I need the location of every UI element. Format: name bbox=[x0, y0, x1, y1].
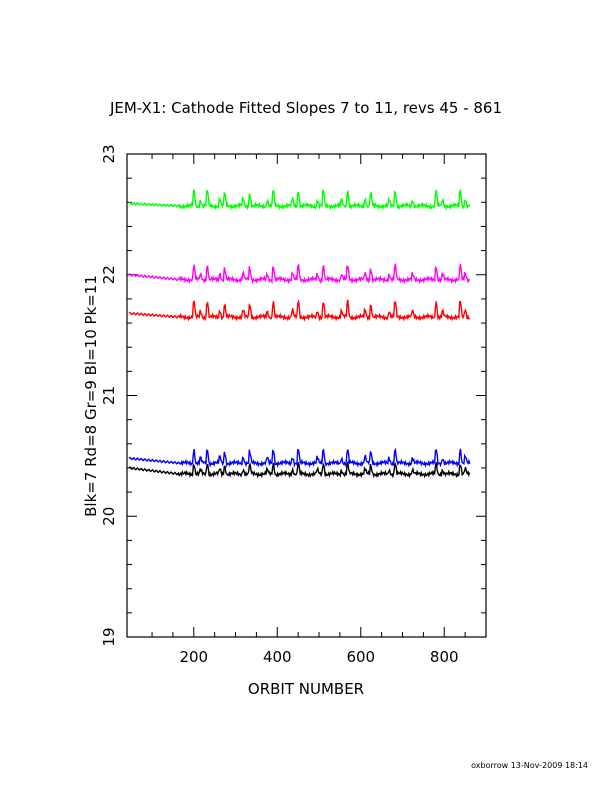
x-tick-label: 400 bbox=[263, 648, 292, 666]
footer-credit: oxborrow 13-Nov-2009 18:14 bbox=[471, 761, 588, 770]
series-line-gr-9 bbox=[128, 188, 471, 211]
y-tick-label: 22 bbox=[100, 265, 118, 284]
series-line-blk-7 bbox=[128, 460, 471, 479]
y-tick-label: 23 bbox=[100, 144, 118, 163]
series-lines bbox=[128, 188, 471, 479]
y-tick-label: 19 bbox=[100, 627, 118, 646]
y-tick-label: 20 bbox=[100, 507, 118, 526]
x-tick-label: 200 bbox=[179, 648, 208, 666]
x-axis-label: ORBIT NUMBER bbox=[248, 680, 364, 698]
x-tick-label: 800 bbox=[430, 648, 459, 666]
series-line-rd-8 bbox=[128, 298, 471, 322]
y-tick-labels: 19 20 21 22 23 bbox=[100, 144, 118, 646]
y-axis-label: Blk=7 Rd=8 Gr=9 Bl=10 Pk=11 bbox=[82, 275, 100, 517]
x-tick-label: 600 bbox=[346, 648, 375, 666]
plot-frame bbox=[126, 153, 487, 638]
axis-ticks bbox=[127, 153, 486, 638]
chart-title: JEM-X1: Cathode Fitted Slopes 7 to 11, r… bbox=[109, 99, 502, 117]
series-line-pk-11 bbox=[128, 263, 471, 285]
x-tick-labels: 200 400 600 800 bbox=[179, 648, 458, 666]
y-tick-label: 21 bbox=[100, 386, 118, 405]
plot-area bbox=[126, 153, 487, 638]
series-line-bl-10 bbox=[128, 447, 471, 468]
